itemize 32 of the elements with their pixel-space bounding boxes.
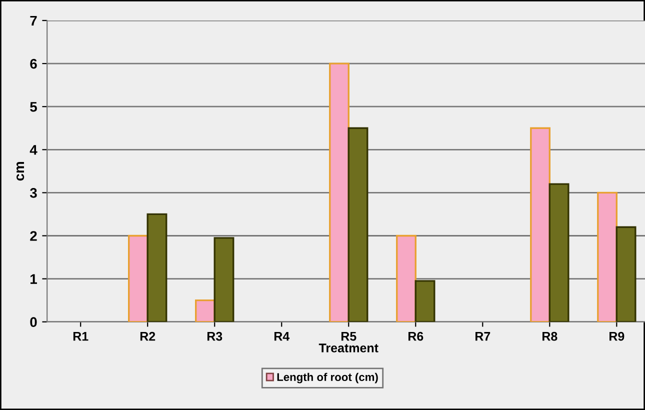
x-axis-title: Treatment bbox=[318, 344, 378, 352]
y-tick-label: 3 bbox=[30, 188, 37, 198]
y-tick-label: 5 bbox=[30, 102, 37, 112]
bar bbox=[414, 280, 436, 322]
bar bbox=[597, 192, 618, 322]
x-tick-label: R6 bbox=[408, 332, 424, 341]
y-tick-label: 0 bbox=[30, 317, 37, 328]
x-tick-label: R2 bbox=[140, 332, 156, 341]
y-tick-label: 6 bbox=[30, 58, 37, 69]
y-tick-label: 1 bbox=[30, 274, 37, 284]
y-axis-title: cm bbox=[16, 162, 24, 181]
y-tick-label: 2 bbox=[30, 231, 37, 241]
y-tick-label: 7 bbox=[30, 16, 37, 26]
x-tick-label: R3 bbox=[207, 332, 222, 341]
bar bbox=[195, 299, 216, 322]
x-tick-label: R1 bbox=[73, 332, 88, 341]
bar bbox=[616, 226, 636, 322]
y-tick-label: 4 bbox=[30, 145, 38, 155]
bar bbox=[348, 127, 368, 322]
bar bbox=[530, 127, 550, 322]
bar bbox=[396, 234, 416, 322]
legend-label: Length of root (cm) bbox=[277, 372, 378, 384]
x-tick-label: R8 bbox=[542, 332, 558, 341]
x-tick-label: R5 bbox=[341, 332, 356, 341]
bar bbox=[214, 237, 234, 322]
bar bbox=[128, 234, 148, 322]
bar bbox=[146, 213, 168, 322]
x-tick-label: R4 bbox=[274, 332, 290, 341]
x-tick-label: R7 bbox=[475, 332, 490, 341]
bar bbox=[329, 62, 350, 322]
bar bbox=[548, 183, 570, 322]
x-tick-label: R9 bbox=[610, 332, 624, 341]
